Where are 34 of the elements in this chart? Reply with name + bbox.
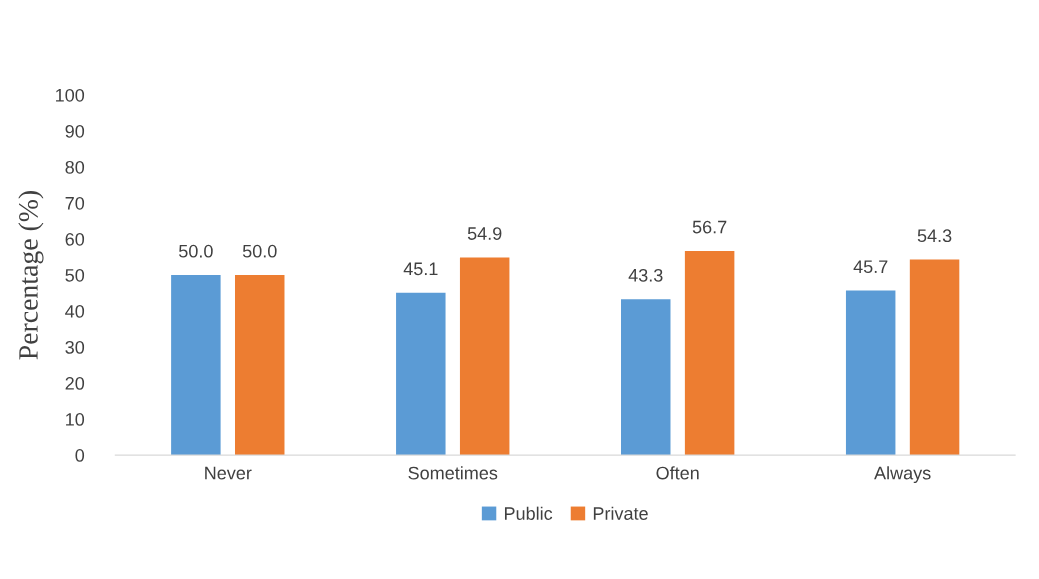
bar — [235, 275, 285, 456]
bar — [909, 259, 960, 456]
y-axis-title: Percentage (%) — [18, 191, 44, 360]
data-label: 54.3 — [917, 229, 952, 243]
y-tick-label: 20 — [65, 377, 85, 390]
data-label: 45.1 — [403, 262, 438, 276]
bar — [684, 250, 735, 456]
y-tick-label: 50 — [65, 268, 85, 282]
y-tick-label: 0 — [75, 449, 85, 462]
data-label: 56.7 — [692, 220, 727, 234]
bar — [845, 290, 896, 456]
data-label: 54.9 — [467, 227, 502, 240]
data-label: 50.0 — [242, 244, 277, 258]
data-label: 45.7 — [853, 260, 888, 274]
legend-label: Private — [593, 506, 648, 520]
bar — [459, 257, 510, 456]
y-tick-label: 40 — [65, 304, 85, 318]
bar — [621, 299, 671, 456]
y-tick-label: 80 — [65, 160, 85, 174]
x-tick-label: Sometimes — [408, 466, 498, 480]
x-tick-label: Never — [205, 466, 252, 480]
y-tick-label: 10 — [66, 413, 85, 426]
bar — [171, 275, 221, 456]
bar — [396, 292, 446, 456]
x-tick-label: Always — [874, 466, 931, 484]
y-tick-label: 70 — [65, 196, 85, 210]
y-tick-label: 30 — [65, 340, 85, 354]
legend-label: Public — [504, 506, 553, 520]
data-label: 43.3 — [628, 268, 663, 282]
y-tick-label: 100 — [56, 88, 85, 102]
x-tick-label: Often — [656, 466, 699, 480]
y-tick-label: 60 — [65, 232, 85, 246]
y-tick-label: 90 — [65, 124, 85, 138]
data-label: 50.0 — [179, 244, 213, 258]
